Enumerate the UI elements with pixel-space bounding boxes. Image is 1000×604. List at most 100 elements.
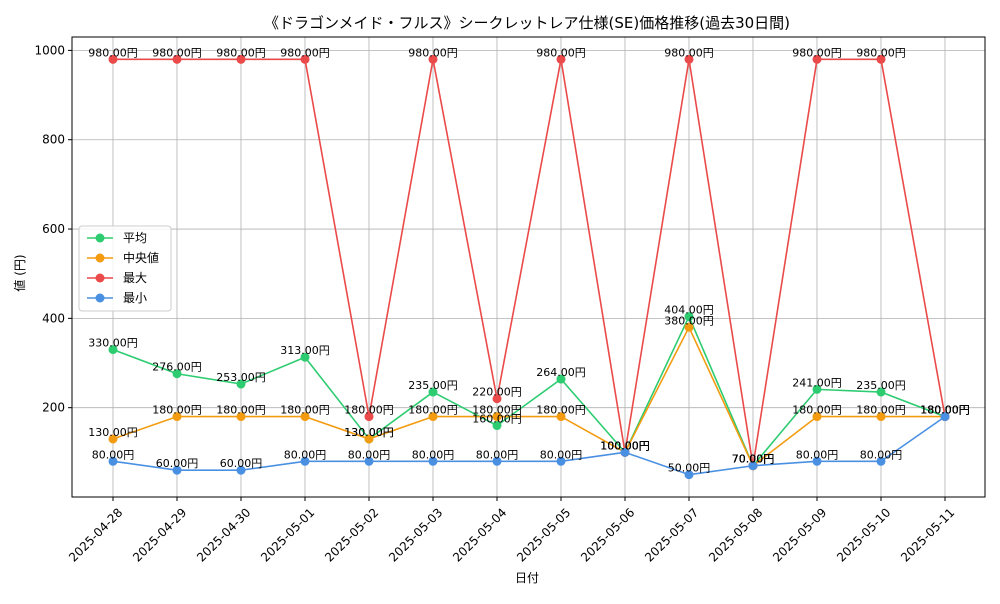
data-point [236, 465, 246, 475]
legend-marker [95, 253, 105, 263]
data-point [172, 412, 182, 422]
data-point [428, 456, 438, 466]
y-axis-title: 値 (円) [12, 254, 27, 291]
x-tick-label: 2025-05-01 [258, 505, 317, 564]
data-point [684, 54, 694, 64]
y-tick-label: 200 [42, 401, 65, 415]
data-label: 100.00円 [600, 439, 650, 452]
data-label: 80.00円 [540, 448, 583, 461]
data-label: 50.00円 [668, 462, 711, 475]
data-label: 80.00円 [412, 448, 455, 461]
data-label: 180.00円 [856, 404, 906, 417]
data-point [556, 456, 566, 466]
data-label: 60.00円 [156, 457, 199, 470]
x-tick-label: 2025-05-08 [706, 505, 765, 564]
data-point [812, 54, 822, 64]
data-point [556, 374, 566, 384]
data-label: 180.00円 [920, 404, 970, 417]
data-point [492, 412, 502, 422]
data-label: 100.00円 [600, 439, 650, 452]
data-label: 264.00円 [536, 366, 586, 379]
x-tick-label: 2025-05-04 [450, 505, 509, 564]
data-point [876, 54, 886, 64]
data-point [684, 312, 694, 322]
data-label: 100.00円 [600, 439, 650, 452]
data-point [684, 322, 694, 332]
data-label-layer: 330.00円 276.00円 253.00円 313.00円 130.00円 235.0… [88, 46, 970, 474]
data-label: 70.00円 [732, 453, 775, 466]
data-label: 253.00円 [216, 371, 266, 384]
data-point [556, 412, 566, 422]
data-label: 313.00円 [280, 344, 330, 357]
data-label: 276.00円 [152, 361, 202, 374]
data-label: 235.00円 [856, 379, 906, 392]
data-label: 980.00円 [408, 46, 458, 59]
data-label: 180.00円 [408, 404, 458, 417]
x-tick-label: 2025-05-06 [578, 505, 637, 564]
legend-marker [95, 233, 105, 243]
data-point [876, 387, 886, 397]
data-label: 980.00円 [856, 46, 906, 59]
data-point [812, 412, 822, 422]
data-label: 980.00円 [152, 46, 202, 59]
data-point [684, 470, 694, 480]
data-label: 980.00円 [536, 46, 586, 59]
data-label: 130.00円 [344, 426, 394, 439]
data-label: 330.00円 [88, 337, 138, 350]
data-point [300, 456, 310, 466]
chart-title: 《ドラゴンメイド・フルス》シークレットレア仕様(SE)価格推移(過去30日間) [264, 14, 790, 32]
data-label: 80.00円 [796, 448, 839, 461]
x-tick-label: 2025-05-03 [386, 505, 445, 564]
x-axis-title: 日付 [515, 571, 539, 585]
data-point [812, 384, 822, 394]
data-label: 70.00円 [732, 453, 775, 466]
data-point [492, 456, 502, 466]
data-label: 220.00円 [472, 386, 522, 399]
legend-marker [95, 273, 105, 283]
data-label: 241.00円 [792, 376, 842, 389]
data-label: 180.00円 [280, 404, 330, 417]
data-label: 235.00円 [408, 379, 458, 392]
y-tick-label: 800 [42, 133, 65, 147]
data-point [108, 345, 118, 355]
legend-marker [95, 293, 105, 303]
data-point [620, 447, 630, 457]
data-point [428, 54, 438, 64]
series-line [112, 326, 945, 467]
data-label: 80.00円 [92, 448, 135, 461]
data-label: 160.00円 [472, 413, 522, 426]
data-label: 980.00円 [664, 46, 714, 59]
data-label: 980.00円 [792, 46, 842, 59]
data-point [300, 412, 310, 422]
data-point [876, 412, 886, 422]
data-point [172, 54, 182, 64]
data-label: 80.00円 [284, 448, 327, 461]
data-label: 980.00円 [280, 46, 330, 59]
data-point [364, 456, 374, 466]
x-tick-label: 2025-05-11 [898, 505, 957, 564]
series-layer [108, 54, 950, 480]
legend-box [78, 225, 172, 312]
data-label: 180.00円 [920, 404, 970, 417]
data-label: 130.00円 [344, 426, 394, 439]
data-point [428, 412, 438, 422]
data-label: 980.00円 [88, 46, 138, 59]
data-label: 180.00円 [920, 404, 970, 417]
data-label: 980.00円 [216, 46, 266, 59]
data-point [172, 465, 182, 475]
data-point [556, 54, 566, 64]
legend-label: 最小 [123, 291, 147, 305]
data-point [364, 412, 374, 422]
data-label: 100.00円 [600, 439, 650, 452]
data-label: 404.00円 [664, 304, 714, 317]
data-label: 80.00円 [348, 448, 391, 461]
data-label: 60.00円 [220, 457, 263, 470]
data-label: 130.00円 [88, 426, 138, 439]
x-tick-label: 2025-04-28 [66, 505, 125, 564]
data-point [492, 421, 502, 431]
x-tick-label: 2025-05-10 [834, 505, 893, 564]
x-tick-label: 2025-05-05 [514, 505, 573, 564]
data-label: 380.00円 [664, 314, 714, 327]
